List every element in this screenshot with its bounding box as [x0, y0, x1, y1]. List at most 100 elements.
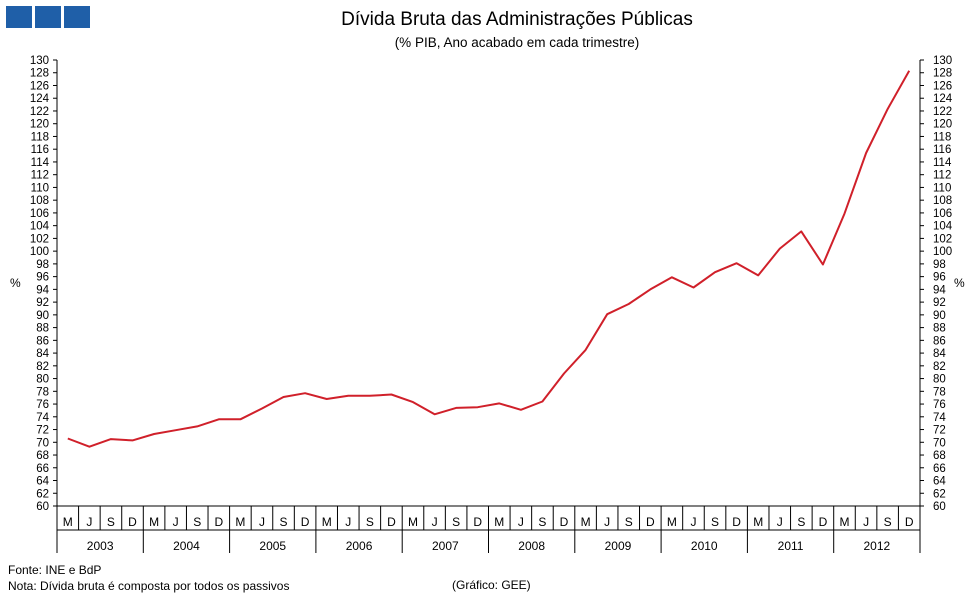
x-tick-label-quarter: J: [432, 515, 438, 529]
y-tick-label-left: 60: [36, 501, 49, 513]
y-tick-label-right: 102: [933, 233, 952, 245]
y-tick-label-right: 78: [933, 386, 946, 398]
x-tick-label-quarter: J: [518, 515, 524, 529]
y-tick-label-right: 60: [933, 501, 946, 513]
x-tick-label-quarter: S: [625, 515, 633, 529]
y-tick-label-left: 70: [36, 437, 49, 449]
y-tick-label-right: 130: [933, 55, 952, 67]
y-tick-label-right: 116: [933, 144, 951, 156]
y-tick-label-left: 100: [30, 246, 49, 258]
x-tick-label-year: 2006: [346, 539, 373, 553]
definition-note: Nota: Dívida bruta é composta por todos …: [8, 579, 290, 593]
y-tick-label-left: 118: [31, 131, 49, 143]
source-note: Fonte: INE e BdP: [8, 563, 102, 577]
y-tick-label-left: 102: [30, 233, 49, 245]
y-tick-label-right: 122: [933, 106, 952, 118]
y-tick-label-left: 126: [30, 80, 49, 92]
y-tick-label-left: 72: [36, 425, 49, 437]
y-tick-label-left: 66: [36, 463, 49, 475]
y-tick-label-left: 110: [31, 182, 49, 194]
y-tick-label-right: 80: [933, 374, 946, 386]
x-tick-label-quarter: S: [538, 515, 546, 529]
x-tick-label-quarter: S: [193, 515, 201, 529]
y-tick-label-left: 96: [36, 272, 49, 284]
y-axis-label-right: %: [954, 276, 965, 290]
y-tick-label-left: 88: [36, 323, 49, 335]
y-tick-label-right: 84: [933, 348, 946, 360]
axes: [56, 60, 921, 553]
y-tick-label-right: 112: [933, 170, 951, 182]
y-tick-label-left: 124: [30, 93, 50, 105]
y-tick-label-right: 82: [933, 361, 946, 373]
y-tick-label-right: 94: [933, 284, 946, 296]
y-tick-label-left: 128: [30, 68, 49, 80]
x-tick-label-quarter: J: [604, 515, 610, 529]
y-tick-label-right: 96: [933, 272, 946, 284]
y-tick-label-right: 76: [933, 399, 946, 411]
chart-subtitle: (% PIB, Ano acabado em cada trimestre): [394, 35, 640, 50]
y-tick-label-right: 92: [933, 297, 946, 309]
y-tick-label-right: 68: [933, 450, 946, 462]
y-tick-label-right: 114: [933, 157, 952, 169]
x-tick-label-quarter: M: [235, 515, 245, 529]
x-tick-label-quarter: J: [863, 515, 869, 529]
y-tick-label-left: 120: [30, 119, 49, 131]
x-tick-label-year: 2003: [87, 539, 114, 553]
x-tick-label-quarter: D: [646, 515, 655, 529]
y-tick-label-right: 90: [933, 310, 946, 322]
x-tick-label-quarter: S: [797, 515, 805, 529]
y-tick-label-right: 104: [933, 221, 953, 233]
logo-block: [35, 6, 61, 28]
x-tick-label-quarter: D: [819, 515, 828, 529]
x-tick-label-quarter: J: [777, 515, 783, 529]
y-tick-label-right: 62: [933, 488, 946, 500]
x-tick-label-year: 2012: [863, 539, 890, 553]
y-tick-label-right: 120: [933, 119, 952, 131]
x-tick-label-year: 2004: [173, 539, 200, 553]
y-tick-label-right: 124: [933, 93, 953, 105]
y-tick-label-left: 108: [30, 195, 49, 207]
logo-block: [64, 6, 90, 28]
y-tick-label-right: 108: [933, 195, 952, 207]
x-tick-label-quarter: M: [63, 515, 73, 529]
y-tick-label-left: 114: [31, 157, 50, 169]
y-tick-label-right: 98: [933, 259, 946, 271]
y-tick-label-left: 62: [36, 488, 49, 500]
x-tick-label-quarter: M: [753, 515, 763, 529]
x-tick-label-quarter: J: [173, 515, 179, 529]
series-line: [67, 70, 911, 448]
y-tick-label-right: 128: [933, 68, 952, 80]
y-tick-label-left: 78: [36, 386, 49, 398]
x-tick-label-quarter: S: [884, 515, 892, 529]
y-tick-label-left: 122: [30, 106, 49, 118]
y-tick-label-left: 104: [30, 221, 50, 233]
series-layer: [67, 70, 911, 448]
y-tick-label-right: 70: [933, 437, 946, 449]
x-tick-label-quarter: M: [667, 515, 677, 529]
footer: Fonte: INE e BdP Nota: Dívida bruta é co…: [8, 562, 289, 594]
y-tick-label-left: 68: [36, 450, 49, 462]
x-tick-label-quarter: J: [690, 515, 696, 529]
y-tick-label-right: 86: [933, 335, 946, 347]
y-tick-label-left: 106: [30, 208, 49, 220]
x-tick-label-year: 2011: [778, 539, 804, 553]
x-tick-label-year: 2007: [432, 539, 459, 553]
x-tick-label-quarter: M: [149, 515, 159, 529]
y-tick-label-left: 82: [36, 361, 49, 373]
y-tick-label-right: 72: [933, 425, 946, 437]
x-tick-label-quarter: M: [494, 515, 504, 529]
x-tick-label-year: 2009: [605, 539, 632, 553]
x-tick-label-quarter: J: [86, 515, 92, 529]
logo-block: [6, 6, 32, 28]
x-tick-label-quarter: D: [128, 515, 137, 529]
x-tick-label-quarter: S: [711, 515, 719, 529]
y-tick-label-left: 64: [36, 476, 49, 488]
y-tick-label-left: 80: [36, 374, 49, 386]
y-tick-label-left: 90: [36, 310, 49, 322]
x-tick-label-quarter: D: [387, 515, 396, 529]
x-tick-label-quarter: S: [366, 515, 374, 529]
y-tick-label-right: 126: [933, 80, 952, 92]
x-tick-label-quarter: D: [301, 515, 310, 529]
